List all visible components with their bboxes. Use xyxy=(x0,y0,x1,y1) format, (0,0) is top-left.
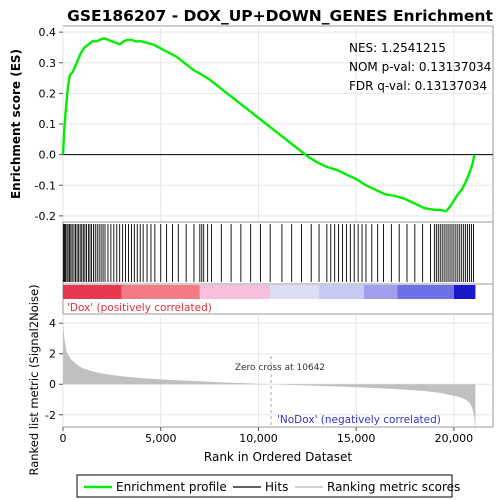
es-y-tick-label: 0.4 xyxy=(39,26,57,39)
colorbar-segment xyxy=(121,285,200,299)
colorbar-segment xyxy=(364,285,398,299)
chart-title: GSE186207 - DOX_UP+DOWN_GENES Enrichment xyxy=(67,7,493,25)
metric-y-tick-label: 0 xyxy=(49,378,56,391)
metric-x-ticks: 0 5,000 10,000 15,000 20,000 xyxy=(60,427,474,445)
metric-y-tick-label: 4 xyxy=(49,317,56,330)
colorbar-segment xyxy=(453,285,476,299)
metric-y-axis-label: Ranked list metric (Signal2Noise) xyxy=(27,284,41,475)
legend-frame xyxy=(76,474,453,498)
es-y-tick-label: 0.3 xyxy=(39,57,57,70)
x-axis-label: Rank in Ordered Dataset xyxy=(204,450,352,464)
colorbar-segment xyxy=(199,285,271,299)
ranked-colorbar xyxy=(63,285,476,299)
metric-y-ticks: 4 2 0 -2 xyxy=(45,317,63,422)
es-y-ticks: 0.4 0.3 0.2 0.1 0.0 -0.1 -0.2 xyxy=(35,26,63,223)
legend-label-hits: Hits xyxy=(265,480,288,494)
metric-panel: Zero cross at 10642 'Dox' (positively co… xyxy=(27,284,494,476)
colorbar-segment xyxy=(397,285,454,299)
x-tick-label: 20,000 xyxy=(435,432,474,445)
hits-panel xyxy=(62,221,494,285)
colorbar-segment xyxy=(270,285,320,299)
metric-y-tick-label: -2 xyxy=(45,409,56,422)
colorbar-panel xyxy=(62,283,494,315)
enrichment-profile-line xyxy=(61,37,476,213)
nes-stat: NES: 1.2541215 xyxy=(349,41,446,55)
x-tick-label: 5,000 xyxy=(145,432,177,445)
es-y-tick-label: 0.0 xyxy=(39,149,57,162)
fdr-qval-stat: FDR q-val: 0.13137034 xyxy=(349,79,487,93)
hit-markers xyxy=(63,224,474,282)
legend-label-ranking-metric: Ranking metric scores xyxy=(327,480,460,494)
legend: Enrichment profile Hits Ranking metric s… xyxy=(76,474,460,498)
es-y-tick-label: 0.1 xyxy=(39,118,57,131)
es-y-tick-label: -0.2 xyxy=(35,210,56,223)
es-panel: 0.4 0.3 0.2 0.1 0.0 -0.1 -0.2 Enrichment score… xyxy=(9,25,494,223)
legend-label-enrichment-profile: Enrichment profile xyxy=(116,480,227,494)
metric-y-tick-label: 2 xyxy=(49,348,56,361)
es-y-tick-label: -0.1 xyxy=(35,179,56,192)
x-tick-label: 0 xyxy=(60,432,67,445)
negative-correlation-label: 'NoDox' (negatively correlated) xyxy=(277,414,441,426)
colorbar-segment xyxy=(63,285,122,299)
x-tick-label: 15,000 xyxy=(337,432,376,445)
es-y-axis-label: Enrichment score (ES) xyxy=(9,49,23,199)
es-y-tick-label: 0.2 xyxy=(39,87,57,100)
metric-panel-frame xyxy=(62,313,494,428)
x-tick-label: 10,000 xyxy=(239,432,278,445)
zero-cross-label: Zero cross at 10642 xyxy=(235,363,325,373)
nom-pval-stat: NOM p-val: 0.13137034 xyxy=(349,60,491,74)
hits-panel-frame xyxy=(62,221,494,285)
colorbar-segment xyxy=(319,285,364,299)
positive-correlation-label: 'Dox' (positively correlated) xyxy=(67,302,212,314)
es-gridlines xyxy=(62,26,493,222)
